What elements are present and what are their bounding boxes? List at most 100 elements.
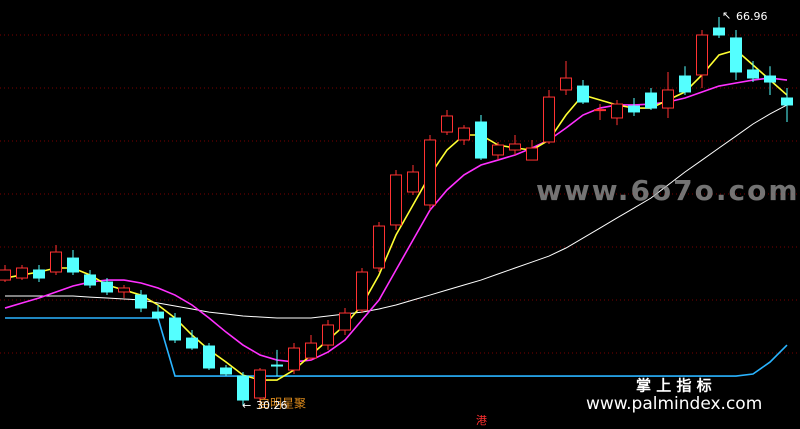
candle: [373, 222, 385, 273]
candle: [713, 17, 725, 38]
candle: [458, 125, 470, 146]
candle-body: [50, 251, 62, 273]
pattern-annotation: 启明星聚: [258, 397, 306, 411]
candle-body: [441, 115, 453, 133]
candle-body: [458, 127, 470, 141]
candle: [577, 80, 589, 105]
candle: [288, 343, 300, 375]
high-label: 66.96: [736, 10, 768, 23]
candle: [254, 368, 266, 403]
candle-body: [220, 367, 232, 375]
watermark-site: www.6o7o.com: [536, 174, 800, 207]
candle: [645, 87, 657, 111]
candle-body: [407, 171, 419, 193]
candle: [186, 330, 198, 350]
candle-body: [101, 281, 113, 293]
candle: [764, 66, 776, 96]
candle: [135, 289, 147, 313]
candle-body: [152, 311, 164, 319]
candle: [628, 97, 640, 116]
candle: [441, 110, 453, 136]
candle-body: [271, 364, 283, 367]
candle-body: [747, 69, 759, 79]
candle: [730, 30, 742, 81]
candle-body: [492, 144, 504, 156]
candle-body: [611, 103, 623, 119]
candle-body: [305, 342, 317, 359]
ma-line: [5, 317, 788, 377]
candle-body: [288, 347, 300, 371]
candle-body: [713, 27, 725, 36]
candle-body: [203, 345, 215, 369]
candle: [152, 304, 164, 321]
candle-body: [594, 109, 606, 112]
candle-body: [543, 96, 555, 143]
candle-body: [356, 271, 368, 311]
candle: [101, 278, 113, 296]
candle-body: [628, 105, 640, 113]
candle: [560, 60, 572, 96]
candle: [118, 285, 130, 299]
candle: [611, 100, 623, 126]
candle: [271, 349, 283, 377]
candle: [424, 135, 436, 210]
candles: [0, 17, 793, 406]
candle-body: [390, 174, 402, 226]
candle: [16, 265, 28, 281]
candle-body: [67, 257, 79, 273]
candle: [390, 169, 402, 231]
candle: [475, 115, 487, 161]
market-tag: 港: [476, 414, 487, 427]
candle: [781, 87, 793, 122]
candle-body: [526, 147, 538, 161]
candle-body: [373, 225, 385, 269]
low-arrow: ←: [242, 399, 251, 412]
low-label: 30.26: [256, 399, 288, 412]
candle: [0, 265, 11, 283]
candle-body: [577, 85, 589, 103]
candle-body: [645, 92, 657, 109]
candle: [305, 335, 317, 361]
high-arrow: ↖: [722, 9, 731, 22]
candle: [526, 139, 538, 161]
candle: [50, 244, 62, 275]
candle: [679, 66, 691, 96]
candle: [492, 141, 504, 161]
watermark-url: www.palmindex.com: [586, 394, 762, 414]
candle-body: [186, 337, 198, 349]
candle-body: [730, 37, 742, 73]
candle-body: [84, 274, 96, 286]
candle: [356, 267, 368, 314]
candle-body: [781, 97, 793, 106]
candle-body: [237, 375, 249, 401]
watermark-brand: 掌 上 指 标: [636, 377, 712, 395]
candle-body: [696, 34, 708, 76]
candle: [662, 71, 674, 118]
candle: [747, 60, 759, 83]
candle-body: [33, 269, 45, 279]
candle-body: [322, 324, 334, 346]
candle-body: [424, 139, 436, 206]
candle: [407, 165, 419, 196]
candle: [237, 372, 249, 406]
candle-body: [339, 312, 351, 331]
candle-body: [135, 294, 147, 309]
candle-body: [118, 287, 130, 293]
candle-body: [764, 75, 776, 83]
candle-body: [509, 143, 521, 151]
candle-body: [662, 89, 674, 109]
candle-body: [254, 369, 266, 399]
candle-body: [679, 75, 691, 93]
candle: [322, 320, 334, 350]
candle: [203, 343, 215, 371]
candle-body: [560, 77, 572, 91]
candle: [696, 30, 708, 88]
candle: [84, 270, 96, 288]
candle: [594, 104, 606, 120]
candle-body: [475, 121, 487, 159]
candle-body: [0, 269, 11, 281]
candle: [33, 265, 45, 283]
candle: [339, 308, 351, 336]
candle: [543, 89, 555, 144]
